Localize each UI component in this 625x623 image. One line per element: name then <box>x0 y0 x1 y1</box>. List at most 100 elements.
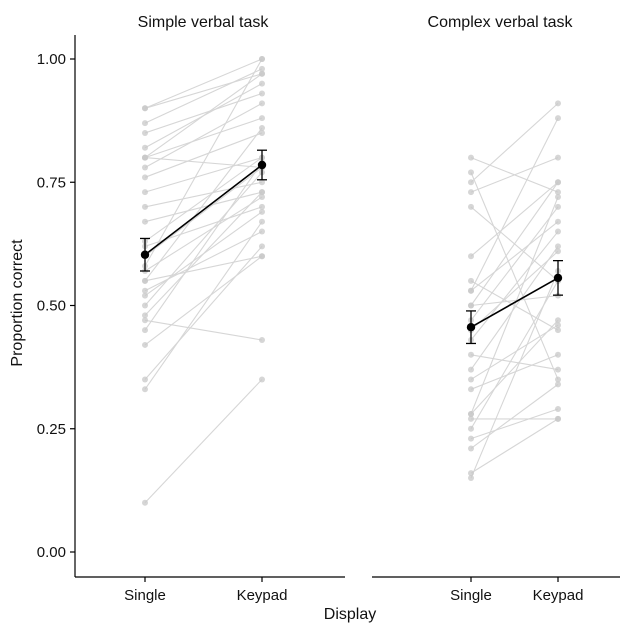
subject-line <box>470 319 559 415</box>
subject-line <box>470 181 559 257</box>
subject-point <box>142 174 148 181</box>
subject-point <box>555 189 561 196</box>
subject-point <box>555 406 561 413</box>
subject-point <box>468 435 474 442</box>
subject-point <box>468 277 474 284</box>
subject-line <box>144 68 263 124</box>
subject-point <box>259 208 265 215</box>
subject-line <box>470 246 559 370</box>
subject-point <box>259 90 265 97</box>
panel-title: Simple verbal task <box>138 14 270 31</box>
subject-line <box>470 206 559 321</box>
x-tick-label: Keypad <box>237 587 288 604</box>
subject-line <box>144 167 263 257</box>
subject-point <box>259 56 265 62</box>
subject-line <box>144 132 263 178</box>
subject-point <box>468 410 474 417</box>
subject-line <box>470 418 559 474</box>
mean-point <box>140 250 150 259</box>
subject-point <box>259 65 265 72</box>
subject-point <box>142 312 148 319</box>
subject-point <box>142 154 148 161</box>
subject-line <box>144 181 263 208</box>
subject-point <box>468 302 474 309</box>
subject-line <box>470 270 559 479</box>
subject-point <box>468 415 474 422</box>
subject-point <box>468 287 474 294</box>
subject-point <box>259 376 265 383</box>
subject-point <box>555 179 561 186</box>
subject-point <box>259 80 265 87</box>
subject-line <box>470 231 559 341</box>
subject-line <box>470 181 559 306</box>
subject-point <box>142 302 148 309</box>
subject-line <box>144 157 263 242</box>
subject-point <box>259 100 265 107</box>
subject-point <box>259 337 265 344</box>
subject-point <box>142 292 148 299</box>
subject-line <box>144 58 263 109</box>
subject-point <box>142 277 148 284</box>
subject-point <box>142 120 148 127</box>
subject-line <box>470 117 559 291</box>
mean-line <box>144 164 263 256</box>
subject-lines <box>144 58 263 504</box>
subject-point <box>142 386 148 393</box>
y-axis: 0.00 0.25 0.50 0.75 1.00 <box>37 35 76 577</box>
subject-point <box>468 351 474 358</box>
subject-point <box>259 203 265 210</box>
subject-point <box>555 327 561 334</box>
subject-point <box>468 203 474 210</box>
subject-point <box>259 218 265 225</box>
subject-point <box>259 253 265 260</box>
subject-line <box>470 295 559 307</box>
y-tick-label: 0.25 <box>37 421 66 438</box>
subject-point <box>555 115 561 122</box>
subject-line <box>144 117 263 159</box>
subject-line <box>470 354 559 371</box>
subject-line <box>144 196 263 272</box>
subject-line <box>470 408 559 440</box>
subject-point <box>142 189 148 196</box>
mean-series <box>466 259 563 345</box>
y-tick-label: 1.00 <box>37 51 66 68</box>
subject-point <box>142 164 148 171</box>
subject-line <box>144 319 263 341</box>
subject-point <box>142 317 148 324</box>
subject-point <box>259 70 265 77</box>
subject-point <box>468 470 474 477</box>
subject-line <box>470 196 559 415</box>
subject-line <box>144 162 263 331</box>
subject-point <box>468 253 474 260</box>
subject-point <box>259 125 265 132</box>
y-axis-title: Proportion correct <box>9 239 26 367</box>
subject-point <box>555 322 561 329</box>
y-tick-label: 0.50 <box>37 298 66 315</box>
subject-point <box>142 218 148 225</box>
mean-series <box>140 149 267 272</box>
mean-point <box>553 273 563 283</box>
subject-point <box>468 445 474 452</box>
subject-line <box>144 73 263 109</box>
subject-point <box>555 100 561 107</box>
subject-point <box>259 129 265 136</box>
subject-point <box>555 194 561 201</box>
y-tick-label: 0.00 <box>37 544 66 561</box>
subject-line <box>470 102 559 183</box>
subject-point <box>259 179 265 186</box>
subject-point <box>555 366 561 373</box>
subject-point <box>555 228 561 235</box>
subject-point <box>555 317 561 324</box>
x-tick-label: Single <box>450 587 492 604</box>
subject-point <box>555 154 561 161</box>
x-tick-label: Single <box>124 587 166 604</box>
subject-line <box>470 157 559 193</box>
subject-point <box>142 129 148 136</box>
panel-title: Complex verbal task <box>428 14 574 31</box>
subject-point <box>555 415 561 422</box>
subject-point <box>142 376 148 383</box>
subject-point <box>142 287 148 294</box>
subject-point <box>468 189 474 196</box>
subject-point <box>468 475 474 482</box>
